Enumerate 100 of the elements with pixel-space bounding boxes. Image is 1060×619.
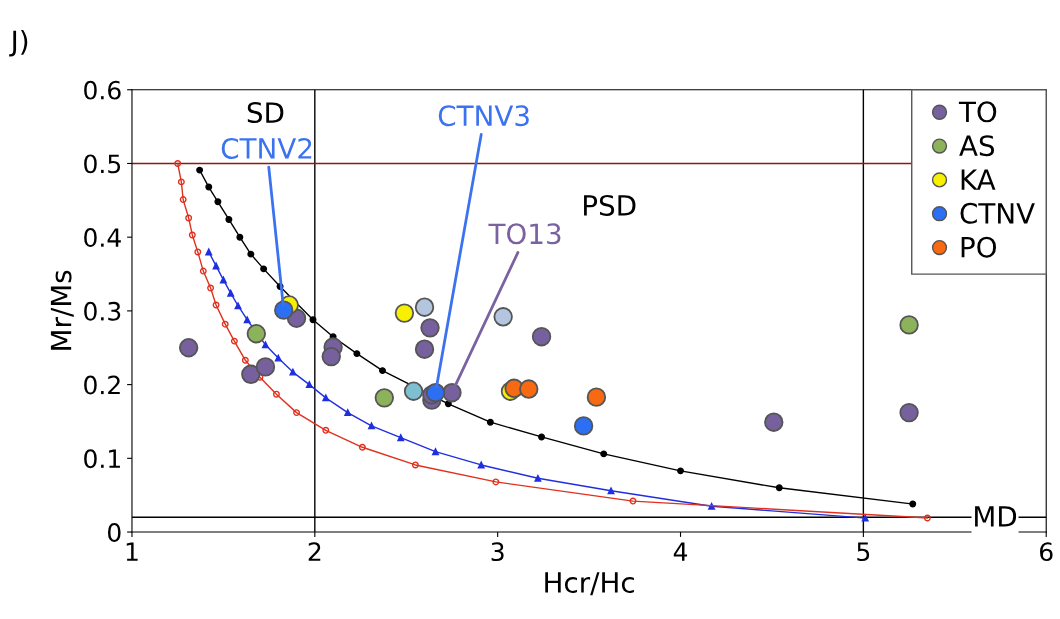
point xyxy=(477,461,485,469)
point xyxy=(305,381,313,389)
point xyxy=(358,443,366,451)
point xyxy=(179,196,187,204)
annotation: TO13 xyxy=(488,223,561,245)
point xyxy=(414,297,435,317)
point xyxy=(444,400,452,408)
point xyxy=(322,426,330,434)
legend-label: CTNV xyxy=(960,202,1035,224)
point xyxy=(205,248,213,256)
y-tick-label: 0.3 xyxy=(84,301,121,321)
point xyxy=(492,478,500,486)
point xyxy=(899,402,919,423)
point xyxy=(241,364,261,384)
point xyxy=(212,262,220,270)
point xyxy=(923,514,931,522)
legend-label: AS xyxy=(959,135,995,157)
y-tick-label: 0.6 xyxy=(84,80,121,100)
point xyxy=(486,418,494,426)
point xyxy=(293,409,301,417)
point xyxy=(274,300,294,320)
annotation: CTNV2 xyxy=(221,137,312,159)
point xyxy=(344,409,352,417)
point xyxy=(414,339,435,359)
point xyxy=(227,289,235,297)
point xyxy=(214,198,222,206)
annotation: PSD xyxy=(584,194,636,216)
point xyxy=(411,461,419,469)
point xyxy=(219,276,227,284)
point xyxy=(394,303,415,323)
point xyxy=(420,318,440,338)
point xyxy=(289,368,297,376)
point xyxy=(899,315,919,335)
annotation: CTNV3 xyxy=(438,105,529,127)
point xyxy=(255,357,276,377)
x-tick-label: 5 xyxy=(857,542,870,562)
point xyxy=(246,324,266,344)
x-tick-label: 2 xyxy=(308,542,321,561)
legend-label: PO xyxy=(961,236,997,258)
point xyxy=(432,448,439,456)
annotation: SD xyxy=(247,102,284,124)
point xyxy=(234,302,242,310)
point xyxy=(178,338,199,358)
y-tick-label: 0.4 xyxy=(84,228,121,248)
point xyxy=(403,381,424,401)
y-tick-label: 0.2 xyxy=(84,375,120,395)
point xyxy=(247,250,255,258)
point xyxy=(199,267,207,275)
point xyxy=(261,341,269,349)
point xyxy=(196,166,204,174)
point xyxy=(274,354,282,362)
point xyxy=(322,394,330,402)
point xyxy=(600,450,608,458)
point xyxy=(531,327,552,347)
point xyxy=(861,514,869,522)
point xyxy=(260,265,268,273)
point xyxy=(321,346,341,367)
point xyxy=(272,390,280,398)
point xyxy=(519,379,539,399)
point xyxy=(775,484,783,492)
point xyxy=(309,316,317,324)
x-tick-label: 3 xyxy=(491,542,504,562)
point xyxy=(374,388,394,408)
point xyxy=(607,487,615,495)
y-axis-title: Mr/Ms xyxy=(50,270,74,350)
point xyxy=(573,416,594,436)
point xyxy=(586,387,607,407)
x-tick-label: 6 xyxy=(1040,542,1053,562)
point xyxy=(221,320,229,328)
point xyxy=(909,500,917,508)
point xyxy=(225,216,233,223)
point xyxy=(538,433,546,441)
legend-label: TO xyxy=(958,101,997,123)
point xyxy=(243,316,251,324)
point xyxy=(194,248,202,256)
x-tick-label: 1 xyxy=(126,542,138,561)
point xyxy=(207,284,215,292)
point xyxy=(188,231,196,239)
point xyxy=(353,350,361,358)
point xyxy=(230,337,238,345)
point xyxy=(174,159,182,167)
x-axis-title: Hcr/Hc xyxy=(545,572,634,596)
y-tick-label: 0.1 xyxy=(84,449,120,469)
point xyxy=(236,233,244,241)
point xyxy=(379,367,386,375)
y-tick-label: 0 xyxy=(107,522,121,542)
legend-label: KA xyxy=(961,169,996,190)
point xyxy=(205,183,213,191)
point xyxy=(185,214,193,222)
point xyxy=(241,356,249,364)
point xyxy=(397,434,405,442)
y-tick-label: 0.5 xyxy=(84,154,121,174)
point xyxy=(677,467,684,475)
point xyxy=(177,178,185,186)
annotation: MD xyxy=(975,506,1017,527)
point xyxy=(764,412,784,432)
point xyxy=(534,474,542,482)
point xyxy=(493,307,513,327)
x-tick-label: 4 xyxy=(673,542,688,561)
text: J) xyxy=(9,29,28,57)
